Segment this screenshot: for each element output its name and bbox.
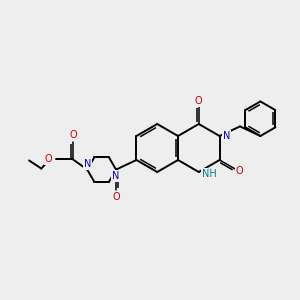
Text: O: O xyxy=(69,130,77,140)
Text: O: O xyxy=(236,167,243,176)
Text: N: N xyxy=(223,131,230,141)
Text: NH: NH xyxy=(202,169,217,179)
Text: N: N xyxy=(112,171,120,181)
Text: O: O xyxy=(112,192,120,202)
Text: O: O xyxy=(195,96,202,106)
Text: O: O xyxy=(45,154,52,164)
Text: N: N xyxy=(83,159,91,169)
